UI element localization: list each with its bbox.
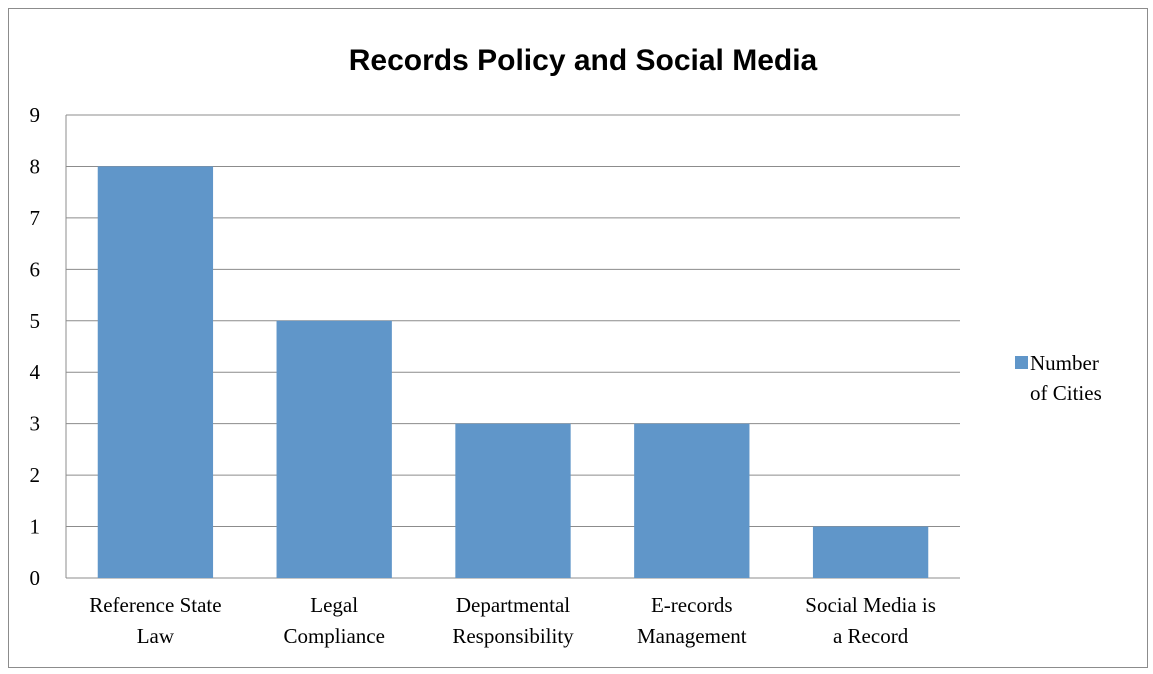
- x-tick-label-2-1: Responsibility: [452, 624, 574, 648]
- y-tick-label-3: 3: [30, 412, 41, 436]
- x-tick-label-0-1: Law: [137, 624, 175, 648]
- x-tick-label-0-0: Reference State: [89, 593, 221, 617]
- y-tick-label-4: 4: [30, 360, 41, 384]
- legend-label-1: of Cities: [1030, 381, 1102, 405]
- bars: [97, 166, 929, 578]
- bar-0: [97, 166, 214, 578]
- legend: Number of Cities: [1015, 351, 1102, 405]
- x-tick-label-1-1: Compliance: [283, 624, 384, 648]
- x-tick-label-1-0: Legal: [310, 593, 358, 617]
- y-tick-label-6: 6: [30, 257, 41, 281]
- x-axis-labels: Reference State Law Legal Compliance Departm…: [89, 593, 936, 648]
- x-tick-label-3-1: Management: [637, 624, 747, 648]
- bar-4: [812, 526, 929, 578]
- chart-title: Records Policy and Social Media: [349, 44, 818, 77]
- bar-1: [276, 320, 392, 578]
- x-tick-label-3-0: E-records: [651, 593, 733, 617]
- gridlines: [65, 114, 960, 579]
- y-tick-label-7: 7: [30, 206, 41, 230]
- y-axis-ticks: 0 1 2 3 4 5 6 7 8 9: [30, 103, 41, 590]
- y-tick-label-5: 5: [30, 309, 41, 333]
- legend-swatch: [1015, 356, 1028, 369]
- x-tick-label-4-0: Social Media is: [805, 593, 936, 617]
- y-tick-label-9: 9: [30, 103, 41, 127]
- x-tick-label-4-1: a Record: [833, 624, 909, 648]
- y-tick-label-8: 8: [30, 154, 41, 178]
- x-tick-label-2-0: Departmental: [456, 593, 570, 617]
- bar-2: [455, 423, 571, 578]
- y-tick-label-2: 2: [30, 463, 41, 487]
- legend-label-0: Number: [1030, 351, 1099, 375]
- bar-3: [634, 423, 750, 578]
- y-tick-label-0: 0: [30, 566, 41, 590]
- y-tick-label-1: 1: [30, 515, 41, 539]
